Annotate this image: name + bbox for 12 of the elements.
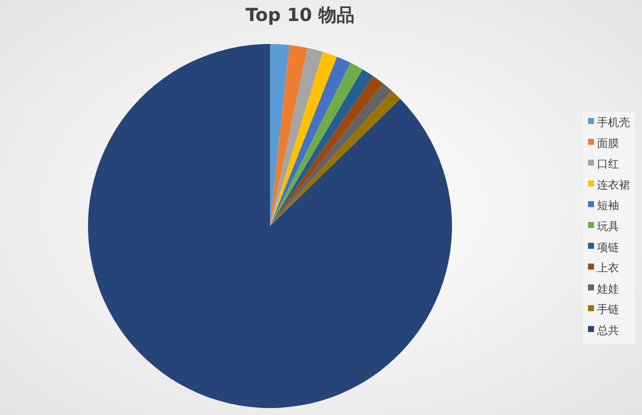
legend-label: 面膜 bbox=[597, 136, 619, 150]
legend-label: 连衣裙 bbox=[597, 178, 630, 192]
legend-label: 玩具 bbox=[597, 220, 619, 233]
legend-label: 项链 bbox=[597, 240, 619, 254]
legend-label: 短袖 bbox=[597, 199, 619, 212]
legend-label: 娃娃 bbox=[597, 282, 619, 296]
legend-label: 手链 bbox=[597, 303, 619, 316]
legend-label: 手机壳 bbox=[597, 116, 630, 129]
legend-label: 上衣 bbox=[597, 262, 619, 275]
chart-title: Top 10 物品 bbox=[246, 5, 354, 26]
legend-label: 总共 bbox=[596, 324, 619, 337]
legend-label: 口红 bbox=[597, 158, 619, 171]
